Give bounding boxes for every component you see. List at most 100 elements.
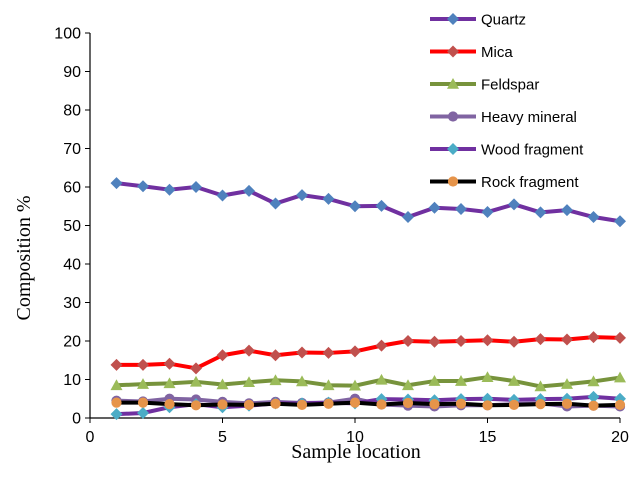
legend-entry-mica: Mica: [430, 44, 513, 61]
x-axis-ticks: 0 5 10 15 20: [86, 418, 629, 446]
data-point-mica: [163, 357, 176, 370]
data-point-feldspar: [296, 375, 308, 387]
data-point-quartz: [561, 204, 573, 217]
data-point-wood-fragment: [110, 408, 123, 421]
data-point-rock-fragment: [137, 397, 149, 408]
data-point-quartz: [402, 211, 414, 224]
data-point-quartz: [296, 189, 308, 202]
data-point-rock-fragment: [429, 399, 440, 410]
y-tick-label: 0: [72, 411, 81, 428]
legend-entry-feldspar: Feldspar: [430, 77, 539, 94]
data-point-feldspar: [110, 379, 123, 391]
legend-swatch-marker: [447, 111, 459, 122]
y-axis-ticks: 0 10 20 30 40 50 60 70 80 90 100: [54, 26, 90, 428]
x-tick-label: 20: [611, 429, 629, 446]
series-line-feldspar: [116, 375, 621, 389]
data-point-feldspar: [481, 371, 494, 382]
data-point-rock-fragment: [296, 399, 308, 411]
legend-swatch-marker: [447, 13, 459, 25]
data-point-feldspar: [190, 375, 202, 387]
x-axis-title: Sample location: [291, 441, 420, 463]
data-point-feldspar: [428, 375, 441, 386]
data-point-feldspar: [243, 376, 255, 387]
data-point-feldspar: [349, 379, 361, 391]
data-point-quartz: [243, 184, 255, 197]
series-line-mica: [116, 335, 621, 371]
data-point-rock-fragment: [561, 398, 573, 409]
legend-label: Quartz: [481, 12, 526, 29]
data-point-quartz: [375, 199, 388, 212]
data-point-quartz: [534, 206, 547, 219]
axes: 0 10 20 30 40 50 60 70 80 90 100 0 5 10 15 20: [54, 26, 629, 447]
data-point-quartz: [322, 192, 335, 205]
y-tick-label: 50: [63, 218, 81, 235]
data-point-rock-fragment: [614, 399, 626, 411]
x-tick-label: 5: [218, 429, 227, 446]
legend-swatch-marker: [447, 176, 459, 187]
data-point-mica: [561, 333, 573, 346]
data-point-mica: [110, 358, 123, 371]
y-tick-label: 60: [63, 180, 81, 197]
data-point-feldspar: [614, 371, 626, 383]
data-point-mica: [322, 346, 335, 359]
data-point-feldspar: [322, 379, 335, 391]
y-tick-label: 70: [63, 141, 81, 158]
data-point-quartz: [428, 201, 441, 214]
data-point-quartz: [614, 215, 626, 228]
series-group: [110, 177, 626, 421]
data-point-feldspar: [216, 378, 229, 390]
legend-label: Rock fragment: [481, 174, 579, 191]
data-point-feldspar: [534, 380, 547, 392]
y-tick-label: 100: [54, 26, 81, 43]
data-point-rock-fragment: [190, 400, 202, 411]
data-point-mica: [216, 349, 229, 362]
data-point-rock-fragment: [535, 399, 546, 410]
data-point-rock-fragment: [402, 397, 414, 409]
data-point-rock-fragment: [588, 400, 599, 411]
data-point-quartz: [587, 211, 600, 224]
data-point-feldspar: [561, 378, 573, 389]
legend-label: Mica: [481, 44, 513, 61]
y-tick-label: 30: [63, 295, 81, 312]
series-quartz: [110, 177, 626, 228]
data-point-feldspar: [587, 375, 600, 387]
data-point-mica: [428, 335, 441, 348]
y-tick-label: 20: [63, 334, 81, 351]
data-point-rock-fragment: [508, 399, 520, 411]
data-point-feldspar: [269, 374, 282, 386]
legend-label: Heavy mineral: [481, 109, 577, 126]
data-point-feldspar: [508, 375, 520, 386]
legend-entry-quartz: Quartz: [430, 12, 526, 29]
data-point-mica: [402, 335, 414, 347]
series-rock-fragment: [111, 397, 626, 411]
data-point-mica: [137, 358, 149, 371]
data-point-quartz: [110, 177, 123, 190]
data-point-rock-fragment: [323, 398, 334, 409]
data-point-mica: [269, 349, 282, 362]
data-point-quartz: [163, 183, 176, 196]
data-point-mica: [190, 362, 202, 375]
data-point-rock-fragment: [455, 398, 467, 409]
legend-label: Wood fragment: [481, 142, 584, 159]
x-tick-label: 15: [479, 429, 497, 446]
y-tick-label: 90: [63, 64, 81, 81]
data-point-quartz: [137, 180, 149, 193]
data-point-rock-fragment: [482, 400, 493, 411]
data-point-quartz: [508, 198, 520, 211]
data-point-feldspar: [402, 379, 414, 391]
legend-label: Feldspar: [481, 77, 539, 94]
data-point-mica: [481, 334, 494, 347]
data-point-quartz: [269, 197, 282, 210]
legend-entry-heavy-mineral: Heavy mineral: [430, 109, 577, 126]
data-point-feldspar: [163, 377, 176, 389]
legend-swatch-marker: [447, 45, 459, 58]
legend-entry-wood-fragment: Wood fragment: [430, 142, 584, 159]
data-point-mica: [587, 331, 600, 344]
y-tick-label: 40: [63, 257, 81, 274]
data-point-rock-fragment: [217, 399, 228, 410]
data-point-mica: [614, 331, 626, 344]
data-point-rock-fragment: [111, 397, 122, 408]
data-point-rock-fragment: [243, 399, 255, 411]
data-point-wood-fragment: [137, 406, 149, 419]
